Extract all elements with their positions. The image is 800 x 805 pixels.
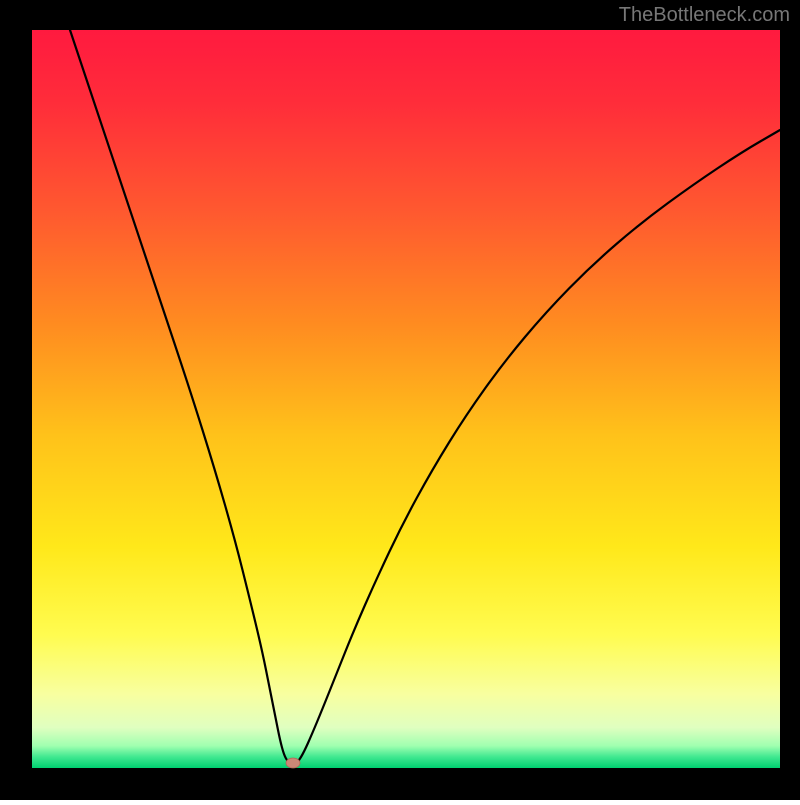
chart-svg [0, 0, 800, 800]
optimal-point-marker [286, 758, 300, 768]
plot-gradient [32, 30, 780, 768]
bottleneck-chart [0, 0, 800, 800]
watermark-label: TheBottleneck.com [619, 4, 790, 27]
